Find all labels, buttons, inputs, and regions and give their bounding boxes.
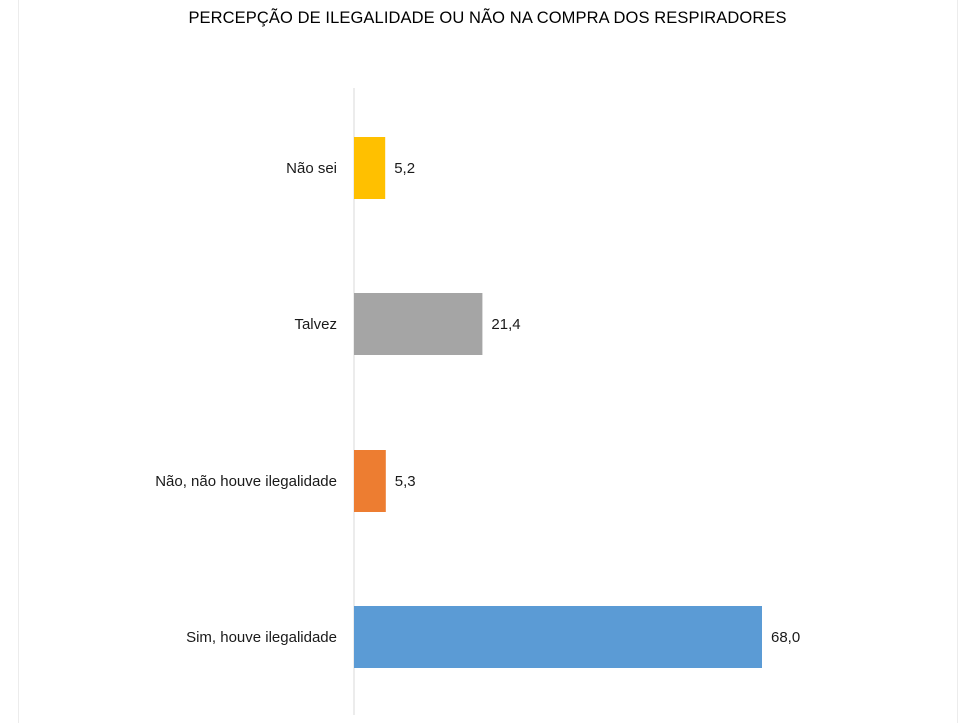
bars-layer: Não sei 5,2 Talvez 21,4 Não, não houve ilega… bbox=[155, 137, 800, 668]
chart-title: PERCEPÇÃO DE ILEGALIDADE OU NÃO NA COMPR… bbox=[188, 9, 787, 27]
category-tick-label: Não, não houve ilegalidade bbox=[155, 473, 337, 490]
bar bbox=[354, 606, 762, 668]
data-label: 68,0 bbox=[771, 629, 800, 646]
bar bbox=[354, 293, 483, 355]
bar bbox=[354, 137, 386, 199]
chart-frame bbox=[18, 0, 958, 723]
data-label: 5,2 bbox=[394, 160, 415, 177]
data-label: 5,3 bbox=[395, 473, 416, 490]
category-tick-label: Talvez bbox=[294, 316, 337, 333]
category-tick-label: Não sei bbox=[286, 160, 337, 177]
data-label: 21,4 bbox=[491, 316, 520, 333]
category-tick-label: Sim, houve ilegalidade bbox=[186, 629, 337, 646]
bar bbox=[354, 450, 386, 512]
